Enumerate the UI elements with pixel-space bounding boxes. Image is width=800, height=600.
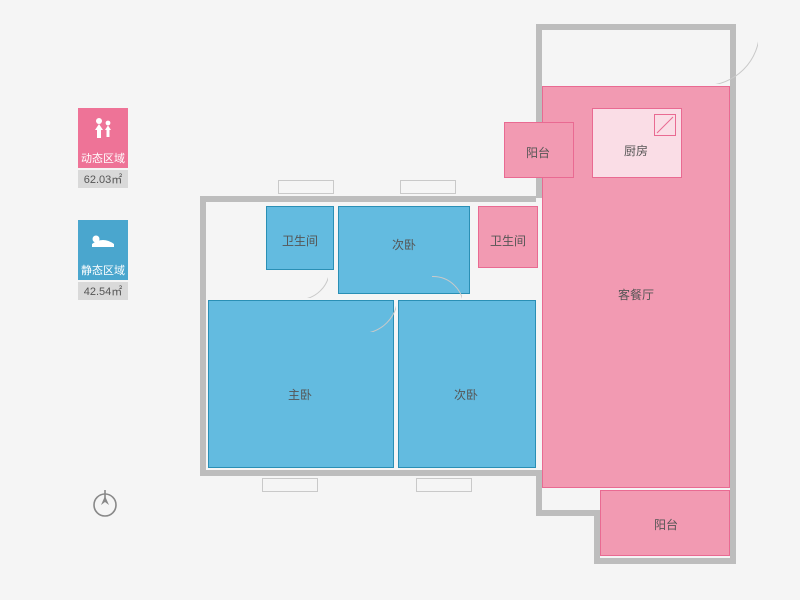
compass-icon (90, 490, 120, 520)
wall-bump (416, 478, 472, 492)
wall (536, 510, 600, 516)
wall-bump (400, 180, 456, 194)
door-arc (360, 296, 396, 332)
wall (200, 196, 206, 476)
legend-static: 静态区域 42.54㎡ (78, 220, 128, 300)
door-arc-wrap (298, 268, 328, 298)
door-arc (432, 276, 462, 306)
wall-bump (262, 478, 318, 492)
legend-static-value: 42.54㎡ (78, 282, 128, 300)
room-bathroom-2 (266, 206, 334, 270)
wall (730, 24, 736, 564)
door-arc-wrap (360, 296, 396, 332)
room-balcony-2 (600, 490, 730, 556)
door-arc-wrap (432, 276, 462, 306)
wall-bump (278, 180, 334, 194)
legend-dynamic-value: 62.03㎡ (78, 170, 128, 188)
floor-plan-canvas: 动态区域 62.03㎡ 静态区域 42.54㎡ 客餐厅厨房阳台卫生间阳台主卧次卧… (0, 0, 800, 600)
legend-static-label: 静态区域 (78, 260, 128, 280)
room-bathroom-1 (478, 206, 538, 268)
door-arc (298, 268, 328, 298)
legend-dynamic-label: 动态区域 (78, 148, 128, 168)
wall (594, 558, 736, 564)
door-arc-wrap (704, 30, 758, 84)
room-balcony-1 (504, 122, 574, 178)
door-arc (704, 30, 758, 84)
people-icon (78, 108, 128, 148)
wall (200, 470, 536, 476)
wall (200, 196, 536, 202)
sleep-icon (78, 220, 128, 260)
kitchen-sink-icon (654, 114, 676, 136)
legend-dynamic: 动态区域 62.03㎡ (78, 108, 128, 188)
room-bedroom-2b (398, 300, 536, 468)
